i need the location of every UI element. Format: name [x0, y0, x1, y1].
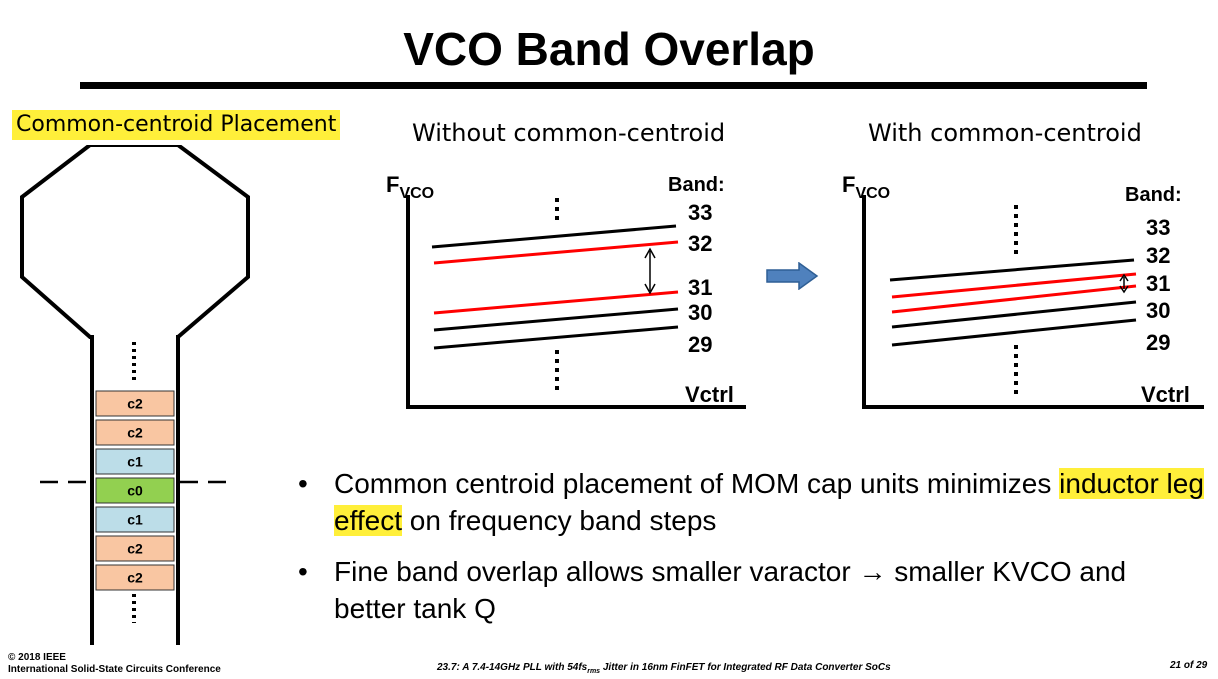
- band-label-31: 31: [688, 275, 712, 300]
- footer-conference: International Solid-State Circuits Confe…: [8, 664, 221, 675]
- band-33-line: [889, 258, 1135, 282]
- title-underline: [80, 82, 1147, 89]
- placement-label: Common-centroid Placement: [12, 110, 341, 140]
- band-31-line: [433, 290, 679, 315]
- bullet-1-text: Common centroid placement of MOM cap uni…: [334, 465, 1204, 539]
- bullet-marker: •: [298, 468, 308, 499]
- band-30-line: [891, 300, 1137, 329]
- band-header: Band:: [1125, 184, 1182, 206]
- footer-left: © 2018 IEEE International Solid-State Ci…: [8, 652, 221, 676]
- band-label-30: 30: [688, 300, 712, 325]
- band-30-line: [433, 307, 679, 332]
- band-29-line: [891, 318, 1137, 347]
- band-33-line: [431, 224, 677, 249]
- inductor-diagram: c2 c2 c1 c0 c1 c2 c2: [20, 145, 250, 645]
- bullet-1-text-end: on frequency band steps: [401, 505, 717, 536]
- x-axis-label: Vctrl: [685, 382, 734, 407]
- band-label-32: 32: [1146, 243, 1170, 268]
- cap-unit-c1: [95, 448, 175, 475]
- cap-unit-label: c2: [127, 425, 143, 441]
- band-31-line: [891, 284, 1137, 314]
- cap-unit-c0: [95, 477, 175, 504]
- footer-paper-suffix: Jitter in 16nm FinFET for Integrated RF …: [600, 662, 891, 673]
- footer-paper-sub: rms: [587, 668, 601, 675]
- cap-unit-c2: [95, 535, 175, 562]
- cap-unit-label: c1: [127, 512, 143, 528]
- slide-title: VCO Band Overlap: [403, 23, 815, 75]
- cap-unit-c2: [95, 390, 175, 417]
- cap-unit-c1: [95, 506, 175, 533]
- band-32-line: [433, 240, 679, 265]
- y-axis-label: FVCO: [842, 172, 890, 202]
- inductor-octagon: [20, 145, 250, 339]
- cap-unit-c2: [95, 564, 175, 591]
- plot-without-cc: FVCO Vctrl Band: 33 32 31 30 29: [386, 172, 746, 409]
- band-32-line: [891, 272, 1137, 299]
- bullet-2-text: Fine band overlap allows smaller varacto…: [334, 556, 1127, 624]
- band-label-33: 33: [688, 200, 712, 225]
- bullet-1-text-start: Common centroid placement of MOM cap uni…: [334, 468, 1060, 499]
- transition-arrow-icon: [766, 262, 819, 290]
- cap-unit-label: c2: [127, 541, 143, 557]
- band-header: Band:: [668, 174, 725, 196]
- footer-paper-prefix: 23.7: A 7.4-14GHz PLL with 54fs: [437, 662, 588, 673]
- plot-with-cc: FVCO Vctrl Band: 33 32 31 30 29: [842, 172, 1204, 409]
- cap-unit-label: c1: [127, 454, 143, 470]
- cap-unit-label: c2: [127, 570, 143, 586]
- band-label-31: 31: [1146, 271, 1170, 296]
- band-label-33: 33: [1146, 215, 1170, 240]
- right-plot-title: With common-centroid: [868, 119, 1142, 147]
- footer-copyright: © 2018 IEEE: [8, 652, 66, 663]
- bullet-marker: •: [298, 556, 308, 587]
- cap-unit-c2: [95, 419, 175, 446]
- band-label-32: 32: [688, 231, 712, 256]
- band-label-30: 30: [1146, 298, 1170, 323]
- band-29-line: [433, 325, 679, 350]
- left-plot-title: Without common-centroid: [412, 119, 726, 147]
- x-axis-label: Vctrl: [1141, 382, 1190, 407]
- cap-unit-label: c2: [127, 396, 143, 412]
- band-label-29: 29: [1146, 330, 1170, 355]
- y-axis-label: FVCO: [386, 172, 434, 202]
- footer-paper-title: 23.7: A 7.4-14GHz PLL with 54fsrms Jitte…: [437, 662, 891, 678]
- cap-unit-label: c0: [127, 483, 143, 499]
- band-label-29: 29: [688, 332, 712, 357]
- cap-unit-stack: c2 c2 c1 c0 c1 c2 c2: [95, 390, 175, 591]
- page-number: 21 of 29: [1170, 660, 1208, 671]
